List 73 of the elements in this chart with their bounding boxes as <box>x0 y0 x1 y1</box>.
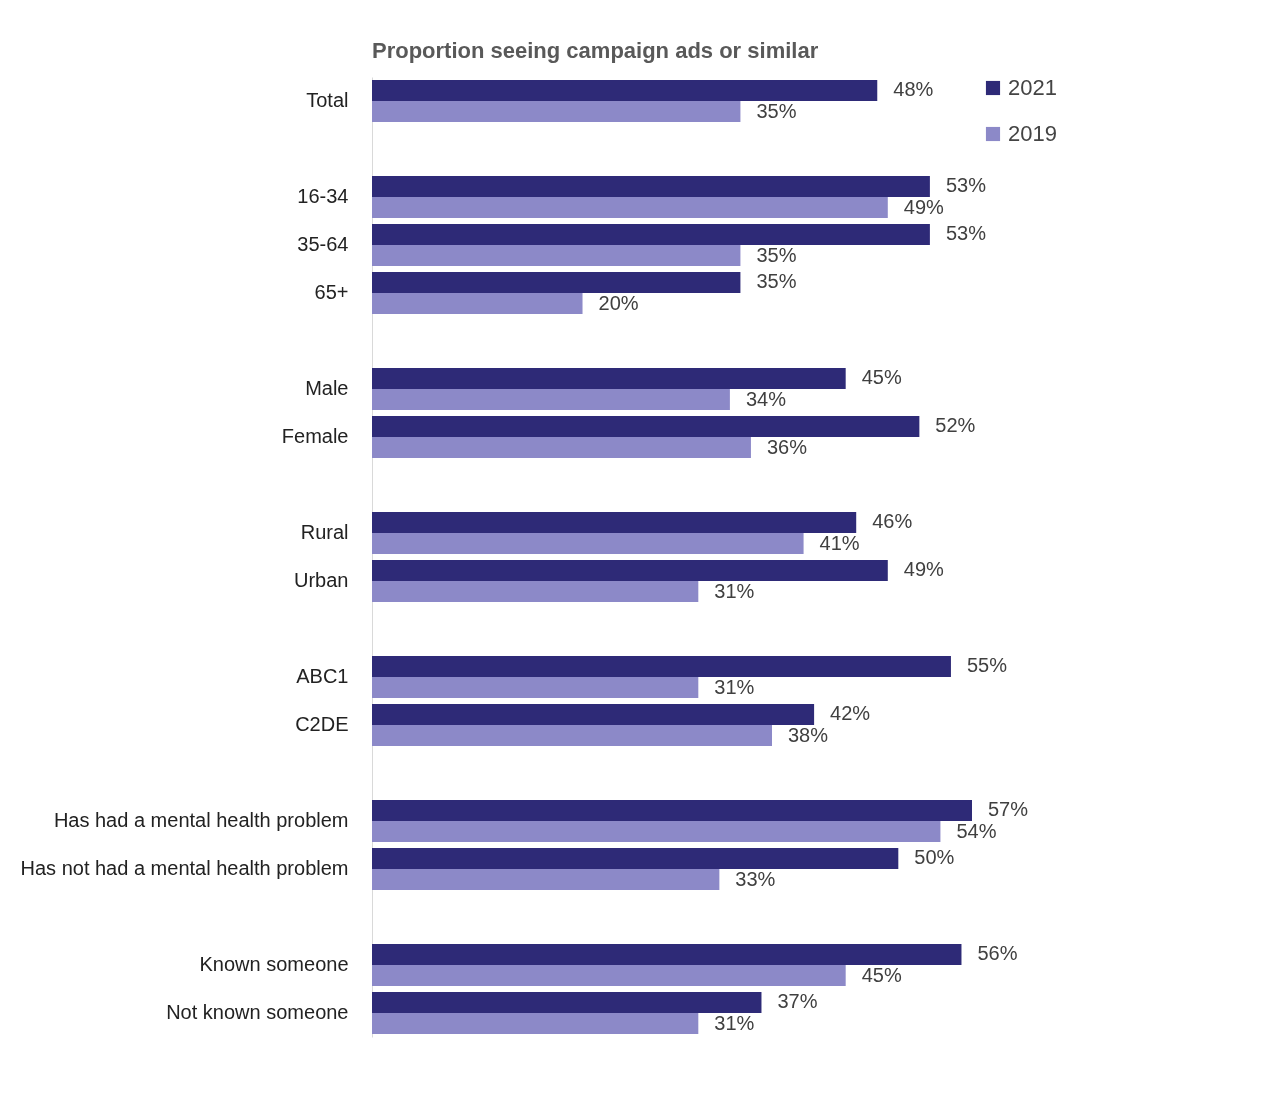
data-label: 54% <box>956 819 997 842</box>
y-tick-label: C2DE <box>295 713 349 735</box>
bar <box>372 175 930 197</box>
bar <box>372 511 857 533</box>
data-label: 35% <box>756 99 797 122</box>
bar <box>372 581 699 603</box>
y-tick-label: Urban <box>294 569 349 591</box>
bar <box>372 367 846 389</box>
data-label: 50% <box>914 846 955 869</box>
y-tick-label: Has not had a mental health problem <box>20 857 349 879</box>
legend-label: 2019 <box>1008 121 1057 146</box>
data-label: 49% <box>903 195 945 218</box>
data-label: 38% <box>788 723 829 746</box>
bar <box>372 101 741 123</box>
y-tick-label: 65+ <box>314 281 349 303</box>
bar <box>372 821 941 843</box>
bar <box>372 415 920 437</box>
y-tick-label: Not known someone <box>166 1001 349 1023</box>
data-label: 52% <box>935 414 976 437</box>
data-label: 57% <box>988 798 1029 821</box>
bar <box>372 533 804 555</box>
data-label: 34% <box>745 387 787 410</box>
y-tick-label: 35-64 <box>297 233 349 255</box>
y-tick-label: 16-34 <box>297 185 349 207</box>
data-label: 46% <box>872 510 913 533</box>
data-label: 31% <box>714 1011 755 1034</box>
data-label: 36% <box>766 435 808 458</box>
data-label: 41% <box>819 531 860 554</box>
bar <box>372 223 930 245</box>
bar <box>372 559 888 581</box>
y-tick-label: Has had a mental health problem <box>53 809 349 831</box>
data-label: 56% <box>977 942 1018 965</box>
bar <box>372 725 772 747</box>
data-label: 53% <box>945 174 987 197</box>
data-label: 31% <box>714 579 755 602</box>
data-label: 45% <box>861 963 902 986</box>
chart-title: Proportion seeing campaign ads or similar <box>372 38 819 63</box>
data-label: 48% <box>893 78 934 101</box>
bar <box>372 1013 699 1035</box>
bar <box>372 389 730 411</box>
bar <box>372 703 815 725</box>
bar <box>372 943 962 965</box>
bar <box>372 965 846 987</box>
bar <box>372 197 888 219</box>
bar <box>372 847 899 869</box>
bar <box>372 245 741 267</box>
bar <box>372 799 972 821</box>
data-label: 35% <box>756 243 797 266</box>
data-label: 37% <box>777 990 818 1013</box>
data-label: 55% <box>966 654 1008 677</box>
bar <box>372 869 720 891</box>
data-label: 31% <box>714 675 755 698</box>
data-label: 42% <box>830 702 871 725</box>
bar <box>372 271 741 293</box>
data-label: 35% <box>756 270 797 293</box>
data-label: 45% <box>861 366 902 389</box>
bar <box>372 437 751 459</box>
data-label: 53% <box>945 222 987 245</box>
bar <box>372 293 583 315</box>
data-label: 49% <box>903 558 945 581</box>
y-tick-label: Rural <box>300 521 349 543</box>
bar <box>372 655 951 677</box>
y-tick-label: Known someone <box>199 953 349 975</box>
legend-label: 2021 <box>1008 75 1057 100</box>
y-tick-label: Male <box>305 377 349 399</box>
bar <box>372 677 699 699</box>
data-label: 20% <box>598 291 639 314</box>
y-tick-label: Female <box>281 425 349 447</box>
bar <box>372 991 762 1013</box>
y-tick-label: ABC1 <box>296 665 349 687</box>
bar <box>372 79 878 101</box>
y-tick-label: Total <box>306 89 349 111</box>
data-label: 33% <box>735 867 776 890</box>
